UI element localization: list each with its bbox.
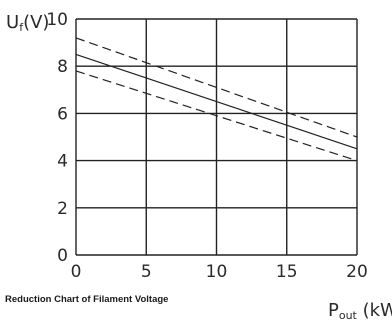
y-tick-label: 10: [46, 10, 68, 30]
dashed-limit-line-2: [75, 70, 358, 162]
x-tick-label: 0: [71, 262, 82, 282]
y-tick-label: 2: [57, 199, 68, 219]
chart-caption: Reduction Chart of Filament Voltage: [5, 294, 169, 305]
y-axis-label: Uf(V): [6, 12, 49, 34]
x-tick-label: 20: [346, 262, 368, 282]
tick-labels: 0 5 10 15 20 0 2 4 6 8 10: [46, 10, 367, 282]
grid: [75, 18, 358, 256]
x-tick-label: 5: [141, 262, 152, 282]
y-tick-label: 4: [57, 152, 68, 172]
x-tick-label: 10: [206, 262, 228, 282]
y-tick-label: 8: [57, 57, 68, 77]
y-tick-label: 6: [57, 104, 68, 124]
y-tick-label: 0: [57, 246, 68, 266]
series-lines: [75, 37, 358, 162]
x-tick-label: 15: [276, 262, 298, 282]
dashed-limit-line-1: [75, 37, 358, 138]
nominal-line-0: [75, 53, 358, 150]
x-axis-label: Pout (kW): [328, 300, 392, 322]
